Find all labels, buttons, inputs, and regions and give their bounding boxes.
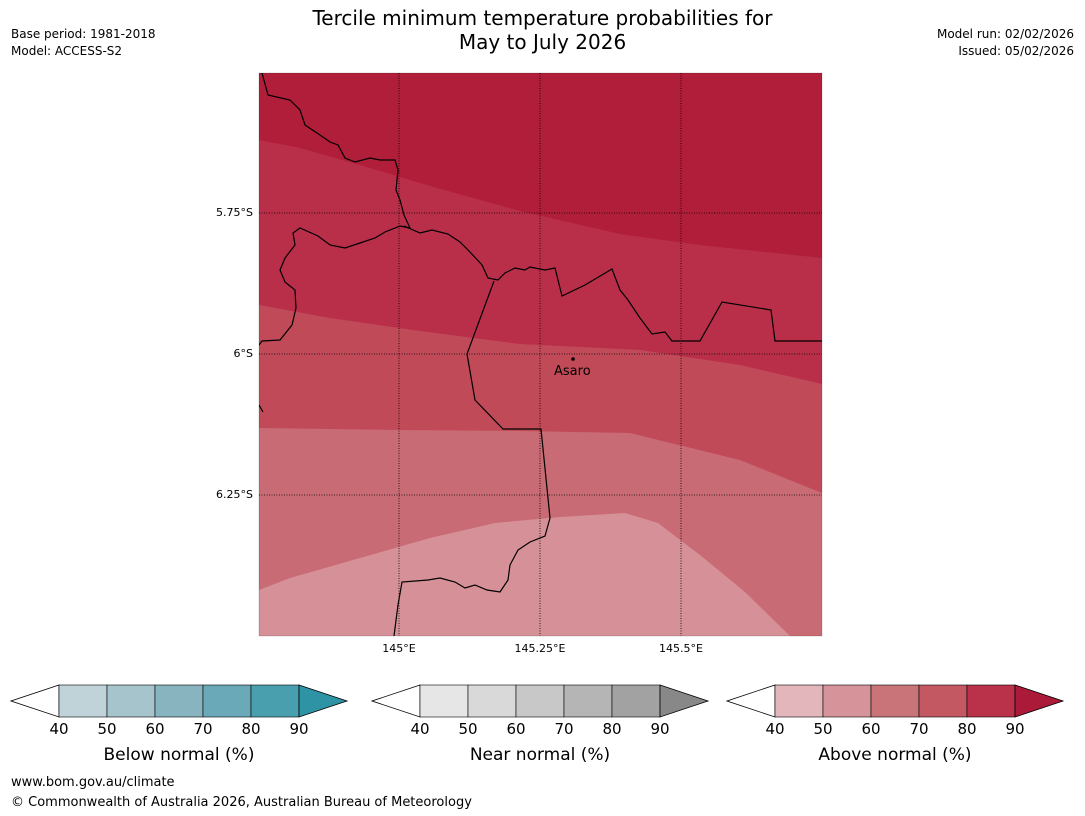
colorbar-near-lower-arrow: [371, 684, 421, 718]
near-tick-50: 50: [458, 720, 478, 738]
below-tick-60: 60: [145, 720, 165, 738]
above-tick-50: 50: [813, 720, 833, 738]
model-run-label: Model run: 02/02/2026: [936, 27, 1074, 41]
lat-tick-6-25: 6.25°S: [216, 488, 253, 501]
meta-right: Model run: 02/02/2026 Issued: 05/02/2026: [937, 26, 1074, 60]
boundary-central: [403, 225, 822, 342]
asaro-marker: [571, 357, 575, 361]
colorbar-near-seg-70-80: [563, 684, 613, 718]
colorbar-below-seg-60-70: [154, 684, 204, 718]
place-label-asaro: Asaro: [554, 364, 591, 379]
model-label: Model: ACCESS-S2: [11, 44, 123, 58]
footer-copyright: © Commonwealth of Australia 2026, Austra…: [11, 795, 472, 810]
colorbar-above: [726, 684, 1065, 718]
near-tick-80: 80: [602, 720, 622, 738]
chart-title: Tercile minimum temperature probabilitie…: [0, 6, 1085, 54]
colorbar-above-seg-50-60: [822, 684, 872, 718]
above-normal-title: Above normal (%): [818, 745, 972, 765]
boundary-south: [393, 280, 551, 636]
above-tick-80: 80: [957, 720, 977, 738]
colorbar-below-segments: [58, 684, 300, 718]
lon-tick-145-25: 145.25°E: [514, 642, 566, 655]
colorbar-below-seg-70-80: [202, 684, 252, 718]
title-line-1: Tercile minimum temperature probabilitie…: [312, 6, 773, 30]
below-tick-80: 80: [241, 720, 261, 738]
near-normal-title: Near normal (%): [469, 745, 611, 765]
colorbar-near-seg-60-70: [515, 684, 565, 718]
colorbar-near: [371, 684, 710, 718]
lon-tick-145-5: 145.5°E: [659, 642, 703, 655]
colorbar-above-seg-70-80: [918, 684, 968, 718]
colorbar-below: [10, 684, 349, 718]
near-tick-60: 60: [506, 720, 526, 738]
colorbar-below-seg-50-60: [106, 684, 156, 718]
lon-tick-145: 145°E: [382, 642, 416, 655]
above-tick-70: 70: [909, 720, 929, 738]
title-line-2: May to July 2026: [458, 30, 627, 54]
below-tick-50: 50: [97, 720, 117, 738]
boundaries: [259, 73, 822, 636]
above-tick-90: 90: [1005, 720, 1025, 738]
base-period-label: Base period: 1981-2018: [11, 27, 156, 41]
near-tick-90: 90: [650, 720, 670, 738]
below-tick-90: 90: [289, 720, 309, 738]
above-tick-60: 60: [861, 720, 881, 738]
footer-url: www.bom.gov.au/climate: [11, 775, 175, 790]
below-normal-title: Below normal (%): [103, 745, 255, 765]
colorbar-above-lower-arrow: [726, 684, 776, 718]
map-frame: [258, 72, 823, 637]
colorbar-near-segments: [419, 684, 661, 718]
band-40-50: [259, 513, 790, 636]
colorbar-below-lower-arrow: [10, 684, 60, 718]
colorbar-near-upper-arrow: [659, 684, 710, 718]
below-tick-40: 40: [49, 720, 69, 738]
lat-tick-5-75: 5.75°S: [216, 206, 253, 219]
near-tick-40: 40: [410, 720, 430, 738]
colorbar-above-seg-60-70: [870, 684, 920, 718]
colorbar-near-seg-40-50: [419, 684, 469, 718]
colorbar-near-seg-80-90: [611, 684, 661, 718]
colorbar-below-seg-80-90: [250, 684, 300, 718]
above-tick-40: 40: [765, 720, 785, 738]
probability-bands: [259, 73, 822, 636]
colorbar-below-seg-40-50: [58, 684, 108, 718]
colorbar-above-upper-arrow: [1014, 684, 1065, 718]
colorbar-above-segments: [774, 684, 1016, 718]
colorbar-near-seg-50-60: [467, 684, 517, 718]
near-tick-70: 70: [554, 720, 574, 738]
lat-tick-6: 6°S: [233, 347, 253, 360]
colorbar-below-upper-arrow: [298, 684, 349, 718]
colorbar-above-seg-80-90: [966, 684, 1016, 718]
below-tick-70: 70: [193, 720, 213, 738]
meta-left: Base period: 1981-2018 Model: ACCESS-S2: [11, 26, 156, 60]
boundary-west-north: [259, 73, 412, 346]
issued-label: Issued: 05/02/2026: [958, 44, 1074, 58]
colorbar-above-seg-40-50: [774, 684, 824, 718]
boundary-west-edge: [259, 404, 264, 413]
